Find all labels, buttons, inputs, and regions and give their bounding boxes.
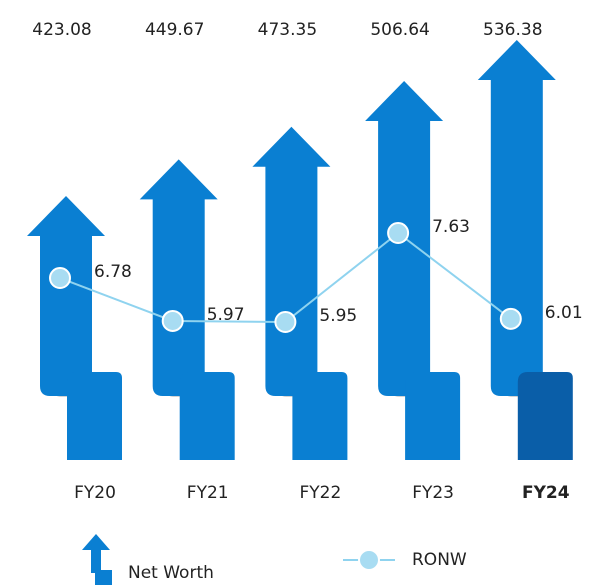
x-tick-label: FY22 [300,483,342,503]
data-label: 6.78 [94,262,132,282]
marker [387,222,410,244]
document-box [292,372,348,460]
document-box [179,372,235,460]
marker [49,267,71,290]
marker [161,309,184,332]
x-tick-label: FY21 [187,483,229,503]
value-label: 449.67 [145,20,204,40]
data-label: 7.63 [432,217,470,237]
x-tick-label: FY24 [522,483,570,503]
marker [274,311,297,333]
value-label: 536.38 [483,20,542,40]
data-label: 5.95 [319,306,357,326]
legend-label: Net Worth [128,563,214,583]
document-box [67,372,122,460]
marker [499,307,522,330]
legend: Net Worth RONW [82,534,467,585]
legend-label: RONW [412,550,467,570]
value-label: 423.08 [32,20,91,40]
x-tick-label: FY23 [412,483,454,503]
legend-box-icon [95,570,112,585]
arrow-bar [252,126,331,396]
data-label: 5.97 [207,305,245,325]
x-tick-label: FY20 [74,483,116,503]
legend-arrow-icon [82,534,110,573]
value-label: 473.35 [258,20,317,40]
value-label: 506.64 [370,20,429,40]
document-box [405,372,461,460]
arrow-bar [139,159,218,396]
arrow-bar [27,196,105,396]
legend-marker-icon [358,549,380,571]
data-label: 6.01 [545,303,583,323]
document-box [517,372,573,460]
arrow-bar [477,40,556,396]
